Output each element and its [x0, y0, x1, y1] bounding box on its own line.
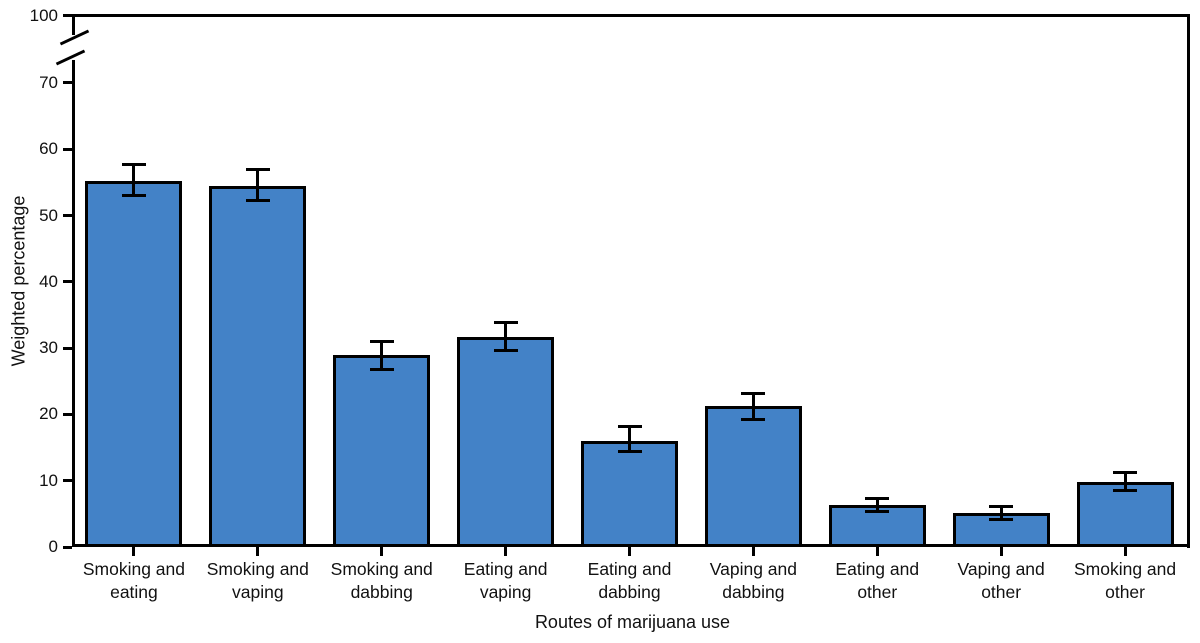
y-tick: [63, 545, 72, 549]
error-bar-cap-bottom: [989, 517, 1014, 521]
x-category-label-line2: other: [857, 582, 898, 602]
y-tick-label: 20: [39, 404, 58, 424]
y-tick-label: 60: [39, 139, 58, 159]
x-category-label: Eating and vaping: [416, 558, 596, 604]
x-tick: [1123, 547, 1127, 556]
error-bar-stem: [1123, 472, 1127, 491]
error-bar-cap-top: [741, 391, 766, 395]
error-bar-cap-top: [617, 425, 642, 429]
bar: [581, 440, 678, 547]
error-bar-stem: [132, 164, 136, 196]
error-bar-cap-bottom: [493, 349, 518, 353]
error-bar-cap-bottom: [369, 368, 394, 372]
y-tick: [63, 147, 72, 151]
x-category-label: Vaping and dabbing: [663, 558, 843, 604]
x-category-label-line1: Vaping and: [709, 559, 797, 579]
bar: [85, 181, 183, 547]
y-tick: [63, 280, 72, 284]
error-bar-stem: [875, 498, 879, 512]
error-bar-cap-top: [369, 339, 394, 343]
error-bar-cap-bottom: [741, 417, 766, 421]
x-tick: [380, 547, 384, 556]
error-bar-stem: [380, 341, 384, 370]
x-category-label: Eating and dabbing: [540, 558, 720, 604]
error-bar-cap-top: [989, 505, 1014, 509]
x-category-label: Smoking and other: [1035, 558, 1200, 604]
x-category-label-line1: Smoking and: [1073, 559, 1177, 579]
plot-frame-top: [72, 14, 1190, 17]
error-bar-cap-top: [245, 168, 270, 172]
error-bar-stem: [628, 426, 631, 452]
y-tick-label: 100: [29, 5, 58, 25]
bar: [457, 337, 555, 547]
error-bar-cap-top: [865, 497, 890, 501]
error-bar-stem: [504, 322, 508, 351]
x-category-label-line2: dabbing: [722, 582, 785, 602]
x-category-label: Smoking and dabbing: [292, 558, 472, 604]
x-category-label-line2: dabbing: [598, 582, 661, 602]
x-category-label-line2: dabbing: [350, 582, 413, 602]
error-bar-cap-top: [1113, 470, 1138, 474]
error-bar-cap-bottom: [121, 194, 146, 198]
x-tick: [132, 547, 136, 556]
plot-frame-right: [1187, 14, 1190, 548]
y-tick: [63, 479, 72, 483]
x-category-label-line2: other: [981, 582, 1022, 602]
y-tick-label: 30: [39, 338, 58, 358]
x-category-label-line2: vaping: [232, 582, 284, 602]
error-bar-cap-bottom: [617, 450, 642, 454]
error-bar-cap-bottom: [245, 199, 270, 203]
bar: [333, 355, 431, 547]
x-category-label: Vaping and other: [911, 558, 1091, 604]
x-category-label-line2: eating: [110, 582, 158, 602]
x-category-label: Smoking and vaping: [168, 558, 348, 604]
y-tick-label: 50: [39, 205, 58, 225]
y-axis-line-lower: [72, 60, 75, 547]
x-category-label-line1: Smoking and: [82, 559, 186, 579]
error-bar-cap-top: [493, 320, 518, 324]
x-category-label: Smoking and eating: [44, 558, 224, 604]
error-bar-stem: [256, 169, 260, 201]
bar: [209, 186, 307, 547]
x-category-label-line1: Eating and: [463, 559, 548, 579]
error-bar-stem: [751, 393, 755, 420]
y-tick-label: 40: [39, 271, 58, 291]
y-tick: [63, 14, 72, 17]
y-tick: [63, 214, 72, 217]
x-category-label-line1: Smoking and: [206, 559, 309, 579]
y-tick: [63, 412, 72, 416]
x-category-label-line2: other: [1105, 582, 1145, 602]
bar: [704, 406, 802, 547]
x-category-label-line1: Vaping and: [957, 559, 1045, 579]
error-bar-cap-bottom: [1113, 489, 1138, 493]
y-tick-label: 70: [39, 72, 58, 92]
y-tick: [63, 81, 72, 85]
x-tick: [628, 547, 631, 556]
x-tick: [875, 547, 879, 556]
x-axis-title: Routes of marijuana use: [534, 612, 731, 632]
error-bar-cap-bottom: [865, 510, 890, 514]
y-tick: [63, 346, 72, 350]
y-tick-label: 0: [48, 537, 58, 556]
error-bar-stem: [999, 506, 1003, 520]
x-category-label-line2: vaping: [479, 582, 532, 602]
x-tick: [504, 547, 508, 556]
x-tick: [256, 547, 260, 556]
x-tick: [999, 547, 1003, 556]
x-category-label-line1: Eating and: [835, 559, 920, 579]
axis-break-slash-lower: [55, 49, 86, 66]
x-category-label: Eating and other: [787, 558, 967, 604]
x-category-label-line1: Eating and: [587, 559, 672, 579]
y-tick-label: 10: [39, 470, 58, 490]
error-bar-cap-top: [121, 162, 146, 166]
x-tick: [751, 547, 755, 556]
x-category-label-line1: Smoking and: [330, 559, 433, 579]
y-axis-line-upper: [72, 14, 75, 35]
